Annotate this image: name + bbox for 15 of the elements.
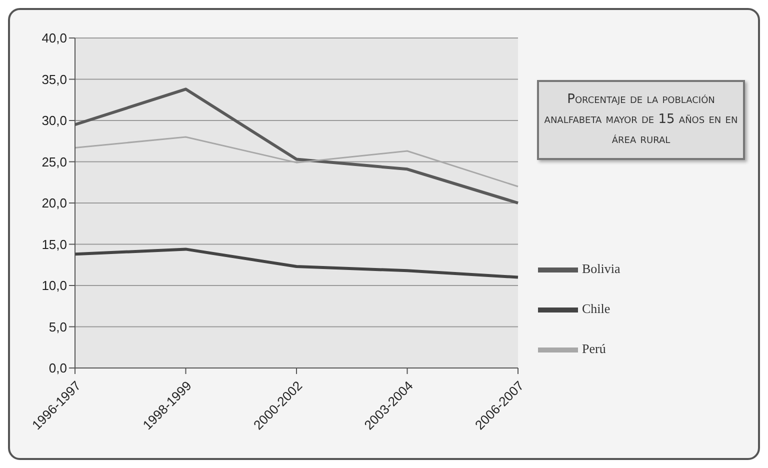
y-tick-label: 25,0 xyxy=(42,154,67,170)
y-tick-label: 20,0 xyxy=(42,196,67,211)
legend-label: Bolivia xyxy=(582,260,620,276)
legend-label: Perú xyxy=(582,340,606,356)
y-tick-label: 10,0 xyxy=(42,278,67,294)
line-series xyxy=(74,136,519,188)
y-tick-label: 40,0 xyxy=(42,30,67,46)
y-tick-label: 5,0 xyxy=(48,319,67,334)
line-series xyxy=(74,248,520,279)
text: Porcentaje de la población analfabeta mayor de 15 años en en área rural xyxy=(537,80,745,160)
y-tick-label: 30,0 xyxy=(42,113,67,128)
y-tick-label: 0,0 xyxy=(48,360,67,376)
y-tick-label: 35,0 xyxy=(42,72,67,87)
y-tick-label: 15,0 xyxy=(42,236,67,252)
legend-label: Chile xyxy=(582,300,610,316)
